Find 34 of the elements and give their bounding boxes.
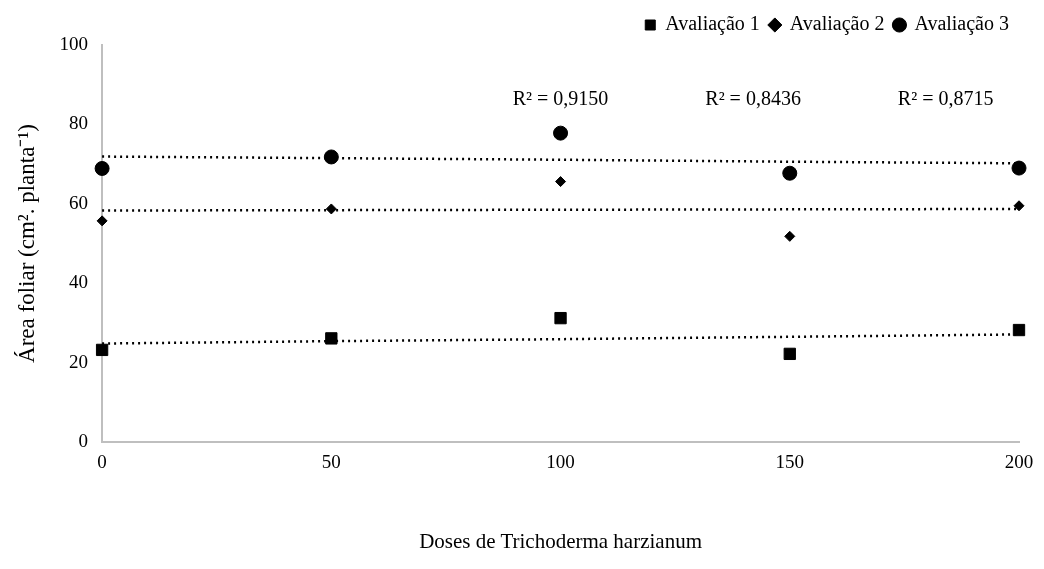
y-tick-label: 20 [69,350,89,372]
y-axis-title: Área foliar (cm². planta⁻¹) [13,124,39,363]
x-axis-title: Doses de Trichoderma harzianum [419,528,702,553]
point [1012,323,1026,337]
point [323,149,339,165]
point [325,203,337,215]
point [325,332,338,345]
x-tick-label: 50 [321,451,341,473]
annotation: R² = 0,8715 [897,87,994,110]
annotation: R² = 0,8436 [705,87,801,110]
x-tick-label: 200 [1004,451,1034,473]
point [784,230,796,242]
x-tick-label: 100 [546,451,575,473]
x-tick-label: 0 [97,451,107,473]
y-tick-label: 100 [59,32,89,54]
legend-label: Avaliação 2 [789,12,885,36]
point [553,125,569,141]
point [95,343,109,357]
y-tick-label: 0 [78,429,89,451]
legend-label: Avaliação 3 [914,12,1010,36]
y-tick-label: 60 [69,191,89,213]
y-tick-label: 40 [69,271,89,293]
point [554,311,567,325]
point [555,176,567,188]
point [1011,160,1027,176]
x-tick-label: 150 [775,451,805,473]
y-tick-label: 80 [69,112,89,134]
point [96,215,108,227]
point [94,160,110,176]
point [1013,200,1025,212]
point [782,165,798,181]
point [783,347,796,361]
legend-label: Avaliação 1 [665,12,760,36]
annotation: R² = 0,9150 [512,87,609,110]
